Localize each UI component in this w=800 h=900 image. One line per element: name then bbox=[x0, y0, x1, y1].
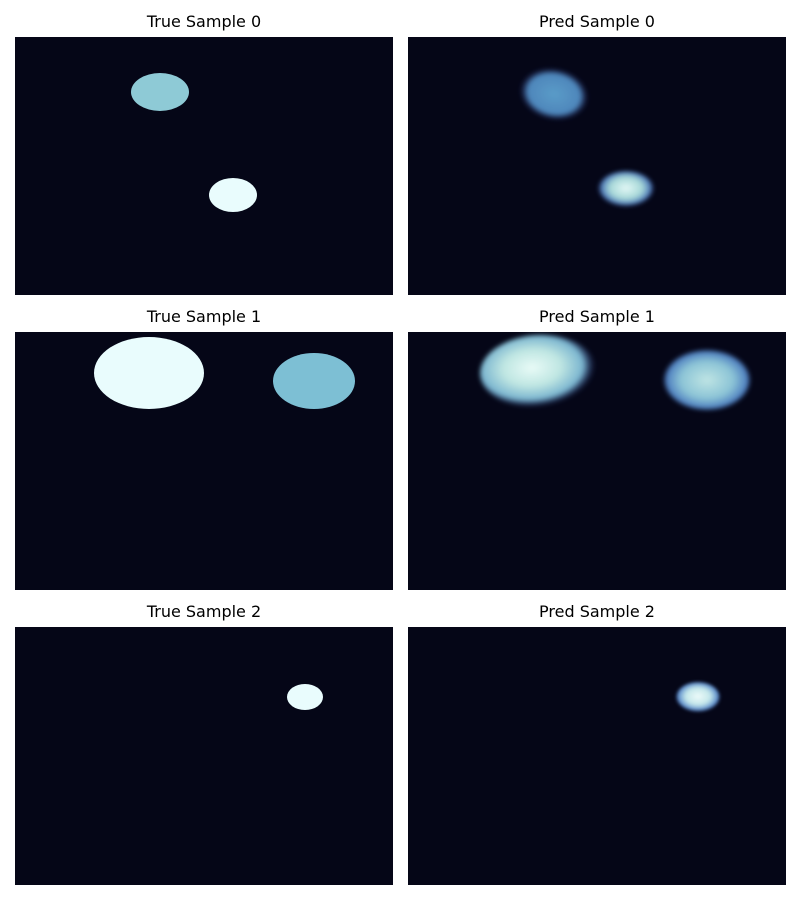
blob bbox=[519, 67, 589, 121]
true-sample-1-title: True Sample 1 bbox=[146, 307, 262, 326]
blob bbox=[94, 337, 204, 409]
pred-sample-2-title: Pred Sample 2 bbox=[539, 602, 655, 621]
blob bbox=[287, 684, 323, 710]
blob bbox=[209, 178, 257, 212]
true-sample-2-image bbox=[15, 627, 393, 885]
pred-sample-1-image bbox=[408, 332, 786, 590]
blob bbox=[597, 171, 655, 209]
blob bbox=[131, 73, 189, 111]
pred-sample-0-title: Pred Sample 0 bbox=[539, 12, 655, 31]
pred-sample-2-image bbox=[408, 627, 786, 885]
true-sample-1-image bbox=[15, 332, 393, 590]
true-sample-0-image bbox=[15, 37, 393, 295]
blob bbox=[273, 353, 355, 409]
pred-sample-1-title: Pred Sample 1 bbox=[539, 307, 655, 326]
blob bbox=[480, 334, 596, 408]
true-sample-0-title: True Sample 0 bbox=[146, 12, 262, 31]
blob bbox=[676, 682, 720, 712]
pred-sample-0-image bbox=[408, 37, 786, 295]
blob bbox=[664, 350, 750, 410]
true-sample-2-title: True Sample 2 bbox=[146, 602, 262, 621]
